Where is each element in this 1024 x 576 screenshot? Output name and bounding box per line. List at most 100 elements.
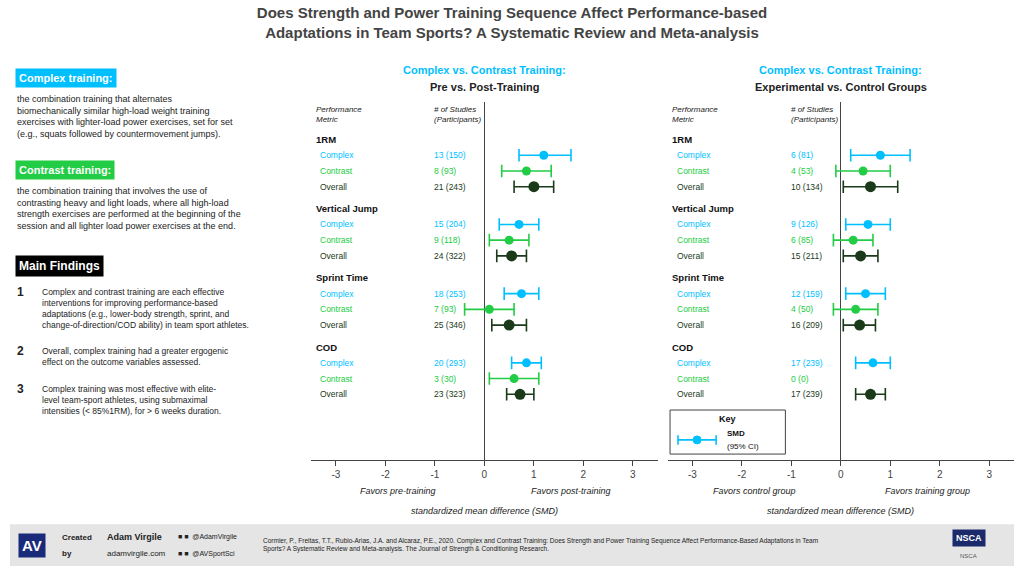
svg-text:Complex and contrast training: Complex and contrast training are each e… xyxy=(42,287,249,330)
svg-text:1: 1 xyxy=(17,285,24,299)
svg-text:Does Strength and Power Traini: Does Strength and Power Training Sequenc… xyxy=(257,4,767,41)
svg-text:Contrast: Contrast xyxy=(320,374,353,384)
svg-text:■ ■ @AdamVirgile: ■ ■ @AdamVirgile xyxy=(178,533,237,541)
svg-text:COD: COD xyxy=(672,342,693,353)
svg-text:standardized mean difference (: standardized mean difference (SMD) xyxy=(411,506,558,516)
svg-text:24 (322): 24 (322) xyxy=(434,251,466,261)
svg-text:3: 3 xyxy=(986,469,992,480)
svg-text:2: 2 xyxy=(581,469,587,480)
svg-text:13 (150): 13 (150) xyxy=(434,150,466,160)
svg-text:-3: -3 xyxy=(331,469,340,480)
svg-text:adamvirgile.com: adamvirgile.com xyxy=(107,549,166,558)
svg-text:2: 2 xyxy=(17,344,24,358)
svg-text:by: by xyxy=(62,549,72,558)
svg-text:AV: AV xyxy=(22,537,42,554)
svg-text:0 (0): 0 (0) xyxy=(791,374,809,384)
svg-text:9 (118): 9 (118) xyxy=(434,235,460,245)
svg-text:Favors post-training: Favors post-training xyxy=(531,486,611,496)
svg-text:-2: -2 xyxy=(737,469,746,480)
svg-text:Overall: Overall xyxy=(320,251,347,261)
svg-text:the combination training that: the combination training that involves t… xyxy=(17,186,241,231)
svg-text:23 (323): 23 (323) xyxy=(434,389,466,399)
svg-text:18 (253): 18 (253) xyxy=(434,289,466,299)
svg-text:0: 0 xyxy=(838,469,844,480)
svg-text:PerformanceMetric: PerformanceMetric xyxy=(316,105,362,124)
svg-text:PerformanceMetric: PerformanceMetric xyxy=(672,105,718,124)
svg-text:Sprint Time: Sprint Time xyxy=(316,272,368,283)
svg-text:Overall: Overall xyxy=(677,320,704,330)
svg-text:10 (134): 10 (134) xyxy=(791,182,823,192)
svg-text:6 (85): 6 (85) xyxy=(791,235,813,245)
svg-text:the combination training that: the combination training that alternates… xyxy=(17,94,233,139)
svg-text:6 (81): 6 (81) xyxy=(791,150,813,160)
svg-text:7 (93): 7 (93) xyxy=(434,304,456,314)
svg-text:Contrast: Contrast xyxy=(677,374,710,384)
svg-text:0: 0 xyxy=(482,469,488,480)
svg-text:Contrast training:: Contrast training: xyxy=(19,164,111,176)
svg-text:Complex: Complex xyxy=(677,150,711,160)
svg-text:# of Studies(Participants): # of Studies(Participants) xyxy=(434,105,481,124)
svg-text:# of Studies(Participants): # of Studies(Participants) xyxy=(791,105,838,124)
svg-text:1RM: 1RM xyxy=(316,134,336,145)
svg-text:12 (159): 12 (159) xyxy=(791,289,823,299)
svg-text:Contrast: Contrast xyxy=(677,235,710,245)
svg-text:Overall: Overall xyxy=(320,182,347,192)
svg-text:Contrast: Contrast xyxy=(320,166,353,176)
svg-text:Complex: Complex xyxy=(320,150,354,160)
svg-text:Key: Key xyxy=(719,414,736,424)
svg-text:Favors control group: Favors control group xyxy=(713,486,796,496)
svg-text:Complex vs. Contrast Training:: Complex vs. Contrast Training: xyxy=(759,64,922,76)
svg-text:Contrast: Contrast xyxy=(677,166,710,176)
svg-text:Cormier, P., Freitas, T.T., Ru: Cormier, P., Freitas, T.T., Rubio-Arias,… xyxy=(263,537,818,553)
svg-text:2: 2 xyxy=(937,469,943,480)
svg-text:Complex: Complex xyxy=(320,358,354,368)
svg-text:1: 1 xyxy=(531,469,537,480)
svg-text:-3: -3 xyxy=(688,469,697,480)
svg-text:4 (50): 4 (50) xyxy=(791,304,813,314)
svg-text:Overall: Overall xyxy=(677,251,704,261)
svg-text:NSCA: NSCA xyxy=(960,553,977,559)
svg-text:25 (346): 25 (346) xyxy=(434,320,466,330)
svg-text:COD: COD xyxy=(316,342,337,353)
svg-text:3: 3 xyxy=(17,382,24,396)
svg-text:3: 3 xyxy=(630,469,636,480)
svg-text:SMD: SMD xyxy=(727,429,745,438)
svg-text:Overall, complex training had: Overall, complex training had a greater … xyxy=(42,346,229,367)
svg-text:Favors training group: Favors training group xyxy=(885,486,970,496)
svg-text:Complex training:: Complex training: xyxy=(19,72,113,84)
svg-text:Experimental vs. Control Group: Experimental vs. Control Groups xyxy=(755,81,927,93)
svg-text:Overall: Overall xyxy=(677,389,704,399)
svg-text:1RM: 1RM xyxy=(672,134,692,145)
svg-text:3 (30): 3 (30) xyxy=(434,374,456,384)
svg-text:Pre vs. Post-Training: Pre vs. Post-Training xyxy=(430,81,539,93)
svg-text:standardized mean difference (: standardized mean difference (SMD) xyxy=(767,506,914,516)
svg-text:Favors pre-training: Favors pre-training xyxy=(360,486,436,496)
svg-text:Complex: Complex xyxy=(677,289,711,299)
svg-text:Overall: Overall xyxy=(677,182,704,192)
svg-text:NSCA: NSCA xyxy=(956,533,982,543)
svg-text:Complex vs. Contrast Training:: Complex vs. Contrast Training: xyxy=(403,64,566,76)
svg-text:-2: -2 xyxy=(381,469,390,480)
svg-text:Complex: Complex xyxy=(320,289,354,299)
svg-text:Contrast: Contrast xyxy=(677,304,710,314)
svg-text:Complex training was most effe: Complex training was most effective with… xyxy=(42,384,221,416)
svg-text:Main Findings: Main Findings xyxy=(19,259,100,273)
svg-text:Complex: Complex xyxy=(677,358,711,368)
svg-text:17 (239): 17 (239) xyxy=(791,358,823,368)
svg-text:Overall: Overall xyxy=(320,320,347,330)
svg-text:15 (204): 15 (204) xyxy=(434,219,466,229)
svg-text:15 (211): 15 (211) xyxy=(791,251,822,261)
svg-text:8 (93): 8 (93) xyxy=(434,166,456,176)
svg-text:9 (126): 9 (126) xyxy=(791,219,818,229)
svg-text:17 (239): 17 (239) xyxy=(791,389,823,399)
svg-text:Sprint Time: Sprint Time xyxy=(672,272,724,283)
svg-text:4 (53): 4 (53) xyxy=(791,166,813,176)
svg-text:Complex: Complex xyxy=(320,219,354,229)
svg-text:Contrast: Contrast xyxy=(320,235,353,245)
svg-text:-1: -1 xyxy=(787,469,796,480)
svg-text:Complex: Complex xyxy=(677,219,711,229)
svg-text:■ ■ @AVSportSci: ■ ■ @AVSportSci xyxy=(178,550,235,558)
svg-text:Vertical Jump: Vertical Jump xyxy=(316,203,378,214)
svg-text:20 (293): 20 (293) xyxy=(434,358,466,368)
svg-text:Created: Created xyxy=(62,533,92,542)
